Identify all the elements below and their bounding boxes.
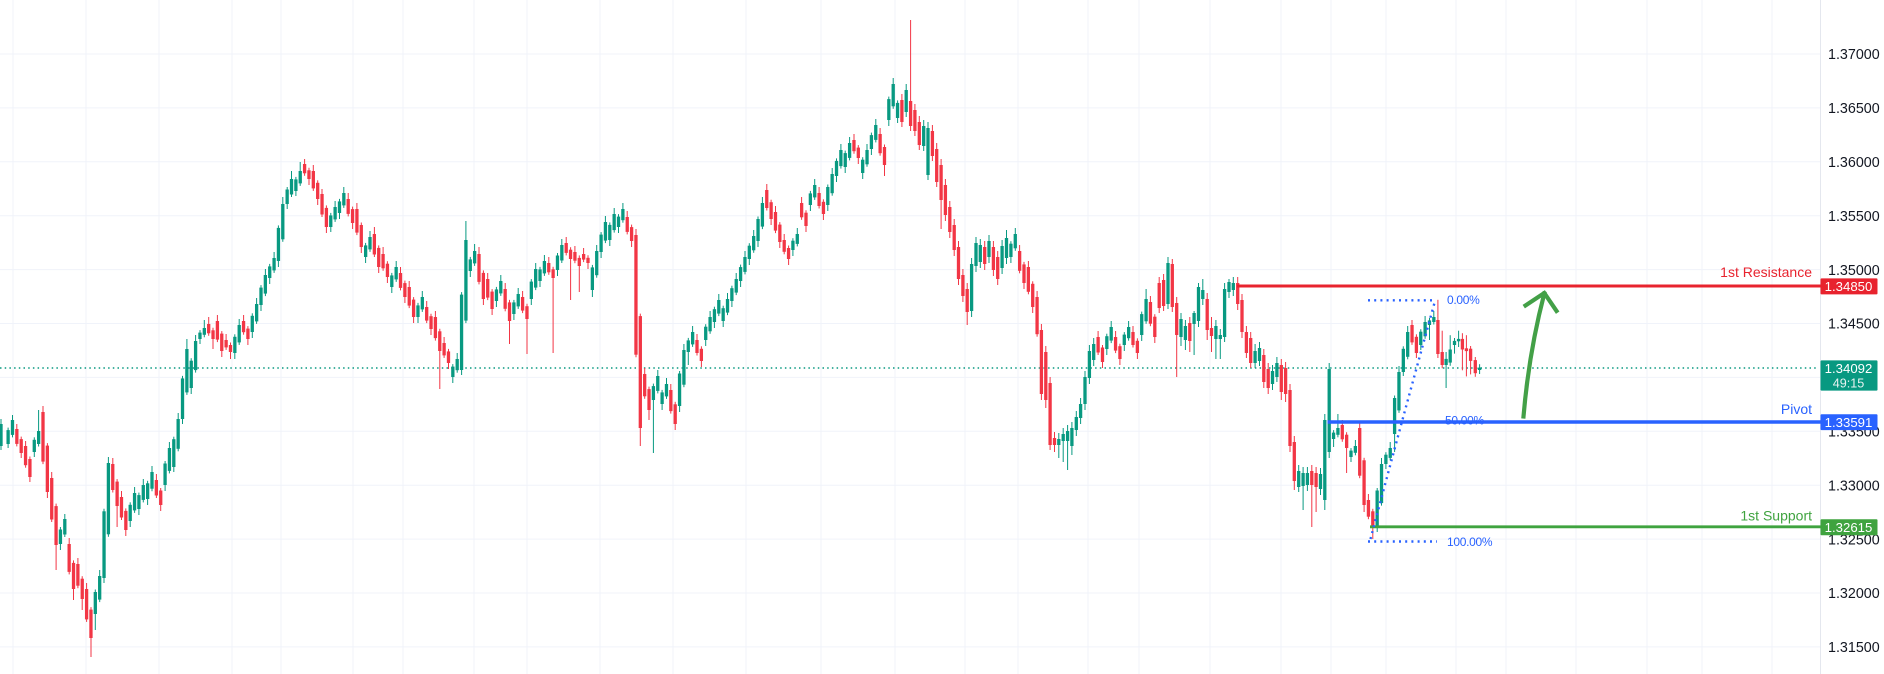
svg-text:1.33591: 1.33591 bbox=[1825, 415, 1873, 430]
svg-text:1.35000: 1.35000 bbox=[1828, 263, 1880, 279]
svg-text:Pivot: Pivot bbox=[1781, 401, 1812, 417]
svg-text:1st Resistance: 1st Resistance bbox=[1720, 264, 1812, 280]
svg-text:1.36000: 1.36000 bbox=[1828, 155, 1880, 171]
svg-text:1st Support: 1st Support bbox=[1740, 508, 1812, 524]
svg-text:1.36500: 1.36500 bbox=[1828, 101, 1880, 117]
svg-text:1.32500: 1.32500 bbox=[1828, 532, 1880, 548]
svg-text:1.35500: 1.35500 bbox=[1828, 209, 1880, 225]
svg-text:1.32000: 1.32000 bbox=[1828, 586, 1880, 602]
svg-text:100.00%: 100.00% bbox=[1447, 535, 1493, 549]
svg-text:0.00%: 0.00% bbox=[1447, 293, 1480, 307]
svg-text:1.37000: 1.37000 bbox=[1828, 47, 1880, 63]
svg-text:1.32615: 1.32615 bbox=[1825, 520, 1873, 535]
svg-text:49:15: 49:15 bbox=[1833, 376, 1865, 390]
svg-text:1.31500: 1.31500 bbox=[1828, 640, 1880, 656]
svg-text:1.34092: 1.34092 bbox=[1825, 361, 1873, 376]
svg-text:1.34850: 1.34850 bbox=[1825, 279, 1873, 294]
svg-text:1.34500: 1.34500 bbox=[1828, 317, 1880, 333]
svg-text:1.33000: 1.33000 bbox=[1828, 478, 1880, 494]
